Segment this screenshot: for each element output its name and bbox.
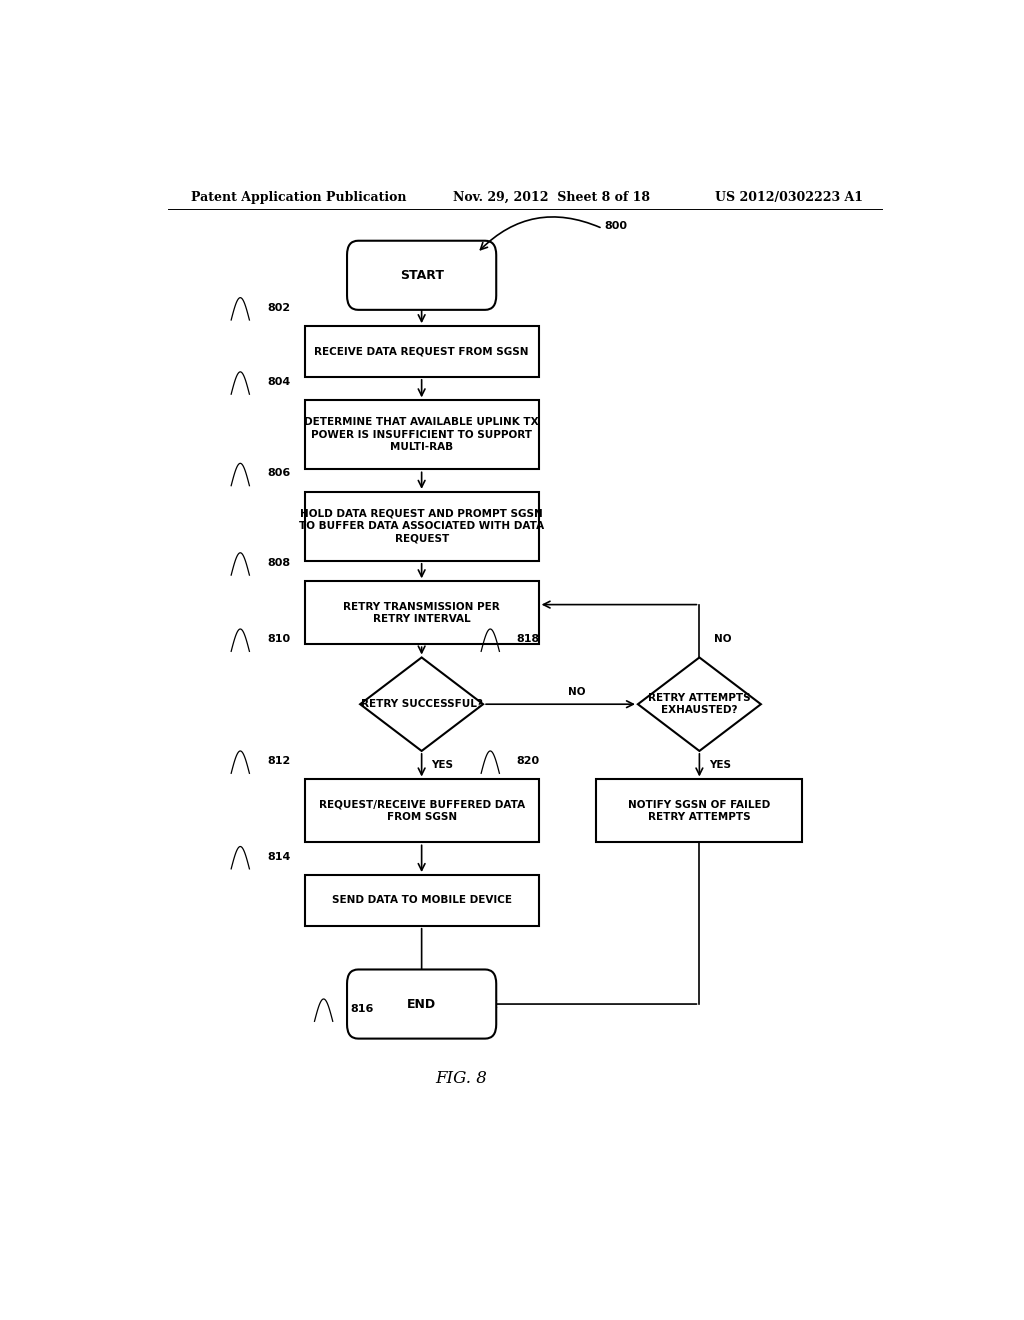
FancyBboxPatch shape xyxy=(304,779,539,842)
Text: 800: 800 xyxy=(604,222,627,231)
Text: RETRY TRANSMISSION PER
RETRY INTERVAL: RETRY TRANSMISSION PER RETRY INTERVAL xyxy=(343,602,500,624)
Text: 802: 802 xyxy=(267,302,290,313)
FancyBboxPatch shape xyxy=(596,779,803,842)
Text: END: END xyxy=(408,998,436,1011)
Text: RECEIVE DATA REQUEST FROM SGSN: RECEIVE DATA REQUEST FROM SGSN xyxy=(314,347,528,356)
Text: RETRY SUCCESSFUL?: RETRY SUCCESSFUL? xyxy=(360,700,482,709)
Text: 804: 804 xyxy=(267,378,290,387)
Text: DETERMINE THAT AVAILABLE UPLINK TX
POWER IS INSUFFICIENT TO SUPPORT
MULTI-RAB: DETERMINE THAT AVAILABLE UPLINK TX POWER… xyxy=(304,417,539,453)
Text: Patent Application Publication: Patent Application Publication xyxy=(191,190,407,203)
FancyBboxPatch shape xyxy=(304,492,539,561)
Text: 812: 812 xyxy=(267,756,290,766)
Text: 816: 816 xyxy=(350,1005,374,1014)
Text: 820: 820 xyxy=(517,756,540,766)
Text: YES: YES xyxy=(431,760,454,770)
Text: US 2012/0302223 A1: US 2012/0302223 A1 xyxy=(715,190,863,203)
Text: Nov. 29, 2012  Sheet 8 of 18: Nov. 29, 2012 Sheet 8 of 18 xyxy=(454,190,650,203)
FancyBboxPatch shape xyxy=(304,581,539,644)
Text: START: START xyxy=(399,269,443,281)
Text: NOTIFY SGSN OF FAILED
RETRY ATTEMPTS: NOTIFY SGSN OF FAILED RETRY ATTEMPTS xyxy=(629,800,770,822)
Text: 818: 818 xyxy=(517,634,540,644)
FancyBboxPatch shape xyxy=(347,969,497,1039)
Text: NO: NO xyxy=(714,634,731,644)
Polygon shape xyxy=(360,657,483,751)
Text: 814: 814 xyxy=(267,851,290,862)
Text: RETRY ATTEMPTS
EXHAUSTED?: RETRY ATTEMPTS EXHAUSTED? xyxy=(648,693,751,715)
Polygon shape xyxy=(638,657,761,751)
Text: SEND DATA TO MOBILE DEVICE: SEND DATA TO MOBILE DEVICE xyxy=(332,895,512,906)
Text: 808: 808 xyxy=(267,558,290,568)
Text: YES: YES xyxy=(709,760,731,770)
FancyBboxPatch shape xyxy=(304,326,539,378)
Text: FIG. 8: FIG. 8 xyxy=(435,1069,487,1086)
Text: 806: 806 xyxy=(267,469,290,478)
Text: NO: NO xyxy=(568,686,586,697)
Text: 810: 810 xyxy=(267,634,290,644)
FancyBboxPatch shape xyxy=(304,875,539,925)
FancyBboxPatch shape xyxy=(304,400,539,470)
Text: HOLD DATA REQUEST AND PROMPT SGSN
TO BUFFER DATA ASSOCIATED WITH DATA
REQUEST: HOLD DATA REQUEST AND PROMPT SGSN TO BUF… xyxy=(299,510,544,544)
Text: REQUEST/RECEIVE BUFFERED DATA
FROM SGSN: REQUEST/RECEIVE BUFFERED DATA FROM SGSN xyxy=(318,800,524,822)
FancyBboxPatch shape xyxy=(347,240,497,310)
